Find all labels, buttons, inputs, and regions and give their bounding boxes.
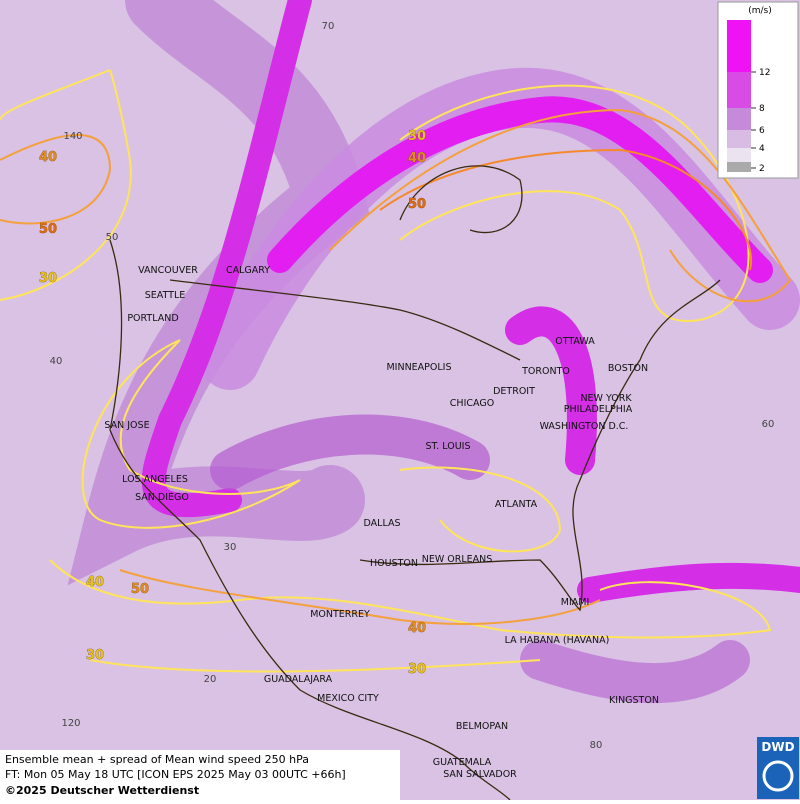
contour-label: 50 — [39, 222, 57, 237]
contour-label: 40 — [86, 575, 104, 590]
legend-tick-label: 6 — [759, 126, 765, 136]
city-label: KINGSTON — [609, 695, 659, 706]
city-label: GUADALAJARA — [264, 674, 333, 685]
graticule-label: 40 — [50, 356, 63, 367]
city-label: MONTERREY — [310, 609, 370, 620]
contour-label: 40 — [408, 151, 426, 166]
city-label: GUATEMALA — [433, 757, 492, 768]
city-label: SAN DIEGO — [135, 492, 189, 503]
legend-swatch — [727, 148, 751, 162]
logo-text: DWD — [761, 740, 794, 754]
city-label: BELMOPAN — [456, 721, 508, 732]
city-label: DALLAS — [364, 518, 401, 529]
contour-label: 50 — [408, 197, 426, 212]
footer-line: FT: Mon 05 May 18 UTC [ICON EPS 2025 May… — [5, 768, 346, 781]
city-label: NEW ORLEANS — [422, 554, 493, 565]
legend-tick-label: 12 — [759, 68, 770, 78]
contour-label: 30 — [408, 662, 426, 677]
city-label: HOUSTON — [370, 558, 418, 569]
city-label: PHILADELPHIA — [564, 404, 633, 415]
footer-line: ©2025 Deutscher Wetterdienst — [5, 784, 199, 797]
coastlines — [109, 165, 721, 801]
city-label: BOSTON — [608, 363, 648, 374]
city-label: CHICAGO — [450, 398, 494, 409]
graticule-label: 20 — [204, 674, 217, 685]
logo-icon — [762, 760, 794, 792]
graticule-label: 120 — [61, 718, 80, 729]
graticule-label: 140 — [63, 131, 82, 142]
city-label: VANCOUVER — [138, 265, 198, 276]
city-label: CALGARY — [226, 265, 270, 276]
contour-label: 30 — [86, 648, 104, 663]
city-label: MINNEAPOLIS — [386, 362, 451, 373]
graticule-label: 30 — [224, 542, 237, 553]
contour-label: 40 — [408, 621, 426, 636]
city-label: MIAMI — [561, 597, 590, 608]
graticule-label: 60 — [762, 419, 775, 430]
legend-swatch — [727, 162, 751, 172]
city-label: LA HABANA (HAVANA) — [505, 635, 610, 646]
city-label: WASHINGTON D.C. — [540, 421, 629, 432]
graticule-label: 50 — [106, 232, 119, 243]
city-label: OTTAWA — [555, 336, 595, 347]
city-label: ST. LOUIS — [426, 441, 471, 452]
legend: (m/s) — [717, 1, 799, 179]
city-label: TORONTO — [521, 366, 570, 377]
isotachs — [0, 69, 792, 673]
contour-label: 30 — [39, 271, 57, 286]
contour-label: 50 — [131, 582, 149, 597]
footer-box — [0, 750, 400, 800]
city-label: LOS ANGELES — [122, 474, 188, 485]
legend-unit: (m/s) — [748, 6, 772, 16]
legend-swatch — [727, 20, 751, 72]
graticule-label: 70 — [322, 21, 335, 32]
city-label: MEXICO CITY — [317, 693, 379, 704]
spread-shading — [67, 0, 800, 704]
city-label: ATLANTA — [495, 499, 538, 510]
footer-line: Ensemble mean + spread of Mean wind spee… — [5, 753, 309, 766]
legend-swatch — [727, 108, 751, 130]
contour-label: 30 — [408, 129, 426, 144]
legend-swatch — [727, 72, 751, 108]
city-label: SAN SALVADOR — [443, 769, 517, 780]
city-label: SEATTLE — [145, 290, 186, 301]
city-label: DETROIT — [493, 386, 535, 397]
legend-tick-label: 8 — [759, 104, 765, 114]
city-label: PORTLAND — [127, 313, 178, 324]
city-label: NEW YORK — [580, 393, 632, 404]
legend-swatch — [727, 130, 751, 148]
graticule-label: 80 — [590, 740, 603, 751]
contour-label: 40 — [39, 150, 57, 165]
legend-tick-label: 2 — [759, 164, 765, 174]
city-label: SAN JOSE — [104, 420, 149, 431]
legend-tick-label: 4 — [759, 144, 765, 154]
